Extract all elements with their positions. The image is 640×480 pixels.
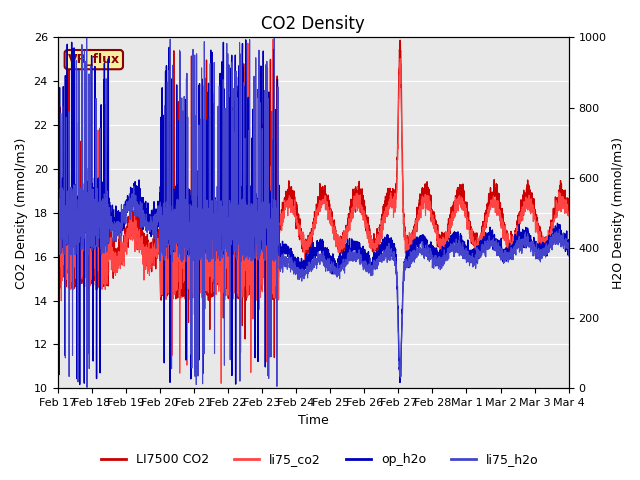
LI7500 CO2 [112,254,120,260]
li75_co2 [555,207,563,213]
op_h2o [54,192,61,198]
Y-axis label: H2O Density (mmol/m3): H2O Density (mmol/m3) [612,137,625,289]
op_h2o [143,226,150,232]
LI7500 CO2 [272,144,280,149]
LI7500 CO2 [143,248,150,254]
li75_co2 [500,233,508,239]
op_h2o [242,37,250,43]
li75_h2o [500,254,508,260]
li75_co2 [54,251,61,257]
LI7500 CO2 [396,37,404,43]
li75_co2 [250,201,257,207]
li75_co2 [272,269,280,275]
op_h2o [112,223,120,229]
li75_h2o [250,253,257,259]
li75_h2o [271,35,278,40]
op_h2o [500,247,508,252]
Text: VR_flux: VR_flux [68,53,120,66]
Line: LI7500 CO2: LI7500 CO2 [58,40,569,376]
li75_h2o [143,211,150,217]
LI7500 CO2 [74,373,81,379]
li75_h2o [565,253,573,259]
op_h2o [555,227,563,233]
Legend: LI7500 CO2, li75_co2, op_h2o, li75_h2o: LI7500 CO2, li75_co2, op_h2o, li75_h2o [96,448,544,471]
Line: op_h2o: op_h2o [58,40,569,384]
Title: CO2 Density: CO2 Density [261,15,365,33]
Line: li75_co2: li75_co2 [58,39,569,384]
Y-axis label: CO2 Density (mmol/m3): CO2 Density (mmol/m3) [15,137,28,288]
li75_h2o [54,228,61,234]
op_h2o [76,382,84,387]
LI7500 CO2 [555,187,563,193]
X-axis label: Time: Time [298,414,328,427]
li75_co2 [142,251,150,256]
li75_co2 [112,263,120,268]
op_h2o [250,225,258,231]
li75_co2 [565,211,573,217]
Line: li75_h2o: li75_h2o [58,37,569,387]
li75_h2o [83,384,91,390]
LI7500 CO2 [54,266,61,272]
LI7500 CO2 [500,224,508,229]
LI7500 CO2 [250,234,257,240]
li75_co2 [269,36,277,42]
op_h2o [272,226,280,231]
op_h2o [565,237,573,242]
li75_h2o [272,248,280,253]
li75_h2o [555,240,563,246]
li75_co2 [218,381,225,386]
LI7500 CO2 [565,212,573,217]
li75_h2o [112,239,120,245]
